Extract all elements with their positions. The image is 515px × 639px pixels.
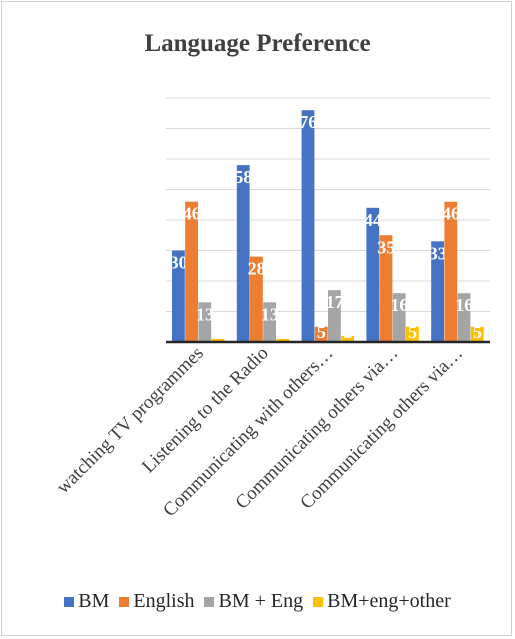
data-label: 5 bbox=[473, 322, 482, 342]
bar-bm-eng-1 bbox=[263, 302, 276, 342]
data-label: 33 bbox=[429, 243, 447, 263]
data-label: 28 bbox=[248, 259, 266, 279]
legend-label-english: English bbox=[133, 590, 195, 612]
bar-bm-eng-3 bbox=[392, 293, 406, 342]
data-label: 58 bbox=[234, 167, 252, 187]
data-label: 16 bbox=[390, 295, 408, 315]
data-label: 13 bbox=[196, 304, 214, 324]
data-label: 1 bbox=[214, 322, 223, 342]
legend-item-bm-eng-other: BM+eng+other bbox=[313, 590, 451, 613]
bar-bm-eng-2 bbox=[328, 290, 341, 342]
legend-item-bm-eng: BM + Eng bbox=[204, 590, 303, 613]
bar-english-3 bbox=[379, 235, 393, 342]
legend-swatch-english bbox=[119, 596, 130, 607]
legend: BM English BM + Eng BM+eng+other bbox=[0, 590, 515, 613]
legend-label-bm: BM bbox=[78, 590, 110, 612]
legend-item-bm: BM bbox=[64, 590, 109, 613]
bar-bm-1 bbox=[236, 165, 250, 342]
bar-english-1 bbox=[250, 256, 263, 342]
bar-bm-eng-other-4 bbox=[470, 326, 484, 342]
bar-bm-0 bbox=[172, 250, 185, 342]
category-label: Listening to the Radio bbox=[138, 343, 273, 478]
data-label: 5 bbox=[317, 322, 326, 342]
data-label: 35 bbox=[377, 237, 395, 257]
bar-bm-eng-other-1 bbox=[276, 338, 290, 342]
bar-bm-eng-0 bbox=[198, 302, 212, 342]
data-label: 46 bbox=[442, 204, 460, 224]
bar-english-0 bbox=[185, 201, 198, 342]
data-label: 13 bbox=[261, 304, 279, 324]
data-label: 44 bbox=[364, 210, 382, 230]
legend-label-bm-eng: BM + Eng bbox=[218, 590, 304, 612]
bar-bm-eng-other-2 bbox=[341, 335, 354, 342]
bar-english-4 bbox=[444, 201, 458, 342]
bar-bm-eng-other-3 bbox=[406, 326, 419, 342]
data-label: 76 bbox=[299, 112, 317, 132]
data-label: 30 bbox=[170, 253, 188, 273]
data-label: 16 bbox=[455, 295, 473, 315]
data-label: 46 bbox=[183, 204, 201, 224]
data-label: 17 bbox=[326, 292, 344, 312]
bar-bm-eng-other-0 bbox=[211, 338, 225, 342]
legend-swatch-bm-eng bbox=[204, 596, 215, 607]
bar-bm-4 bbox=[431, 241, 444, 342]
data-label: 5 bbox=[408, 322, 417, 342]
legend-item-english: English bbox=[119, 590, 194, 613]
bar-english-2 bbox=[314, 326, 328, 342]
bar-bm-eng-4 bbox=[457, 293, 471, 342]
legend-swatch-bm bbox=[64, 596, 75, 607]
chart-title: Language Preference bbox=[144, 30, 371, 57]
bar-bm-2 bbox=[301, 110, 315, 342]
bar-bm-3 bbox=[366, 207, 380, 342]
data-label: 2 bbox=[343, 322, 352, 342]
legend-swatch-bm-eng-other bbox=[313, 596, 324, 607]
legend-label-bm-eng-other: BM+eng+other bbox=[327, 590, 451, 612]
data-label: 1 bbox=[279, 322, 288, 342]
